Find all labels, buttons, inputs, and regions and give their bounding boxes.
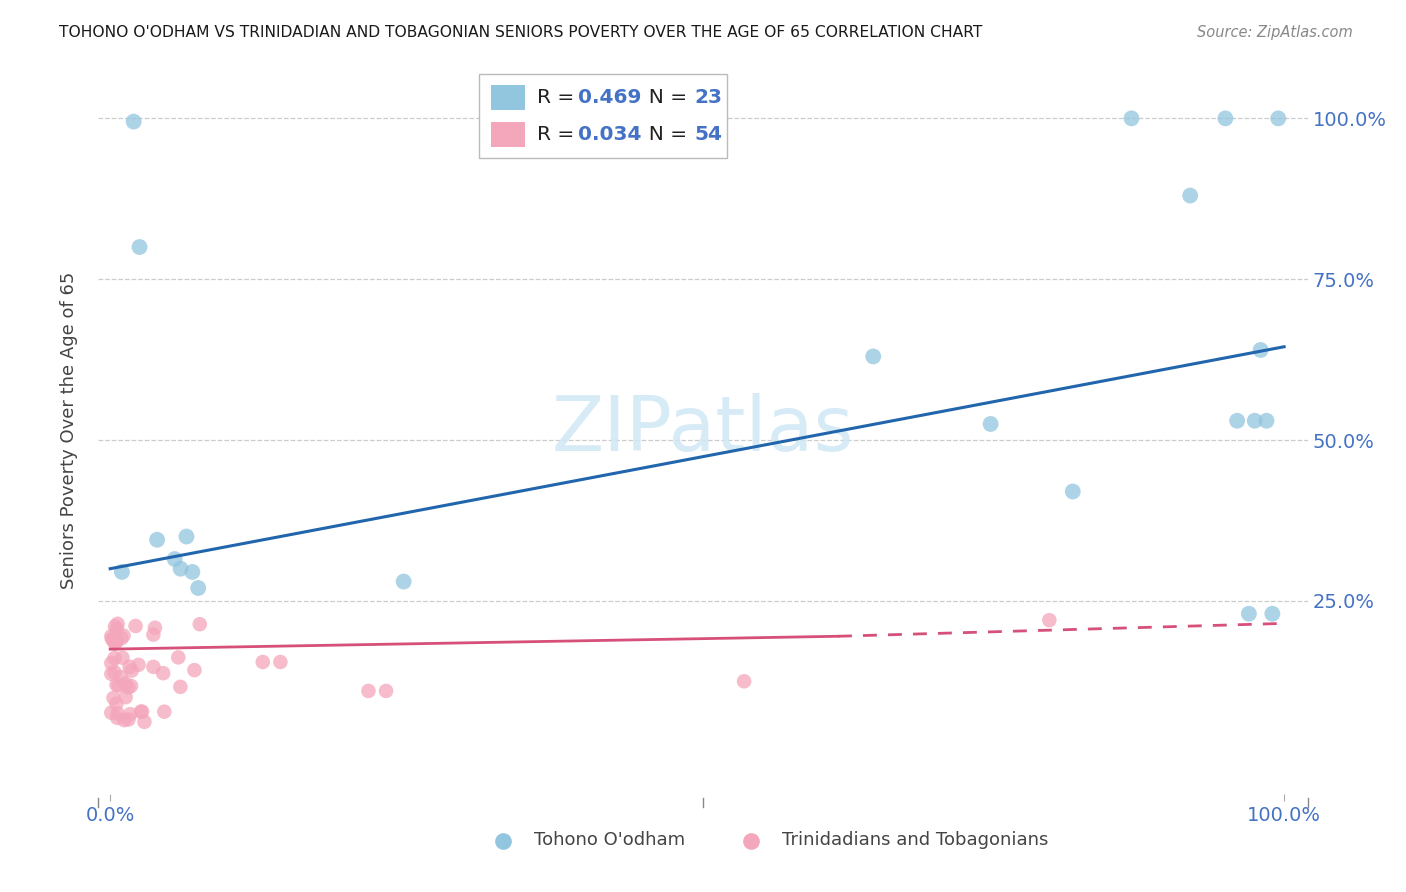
Point bbox=[104, 632, 127, 647]
Point bbox=[122, 114, 145, 128]
Point bbox=[1267, 112, 1289, 126]
Point bbox=[1038, 613, 1060, 627]
Point bbox=[357, 684, 380, 698]
Point bbox=[134, 714, 156, 729]
Text: ZIPatlas: ZIPatlas bbox=[551, 393, 855, 467]
Point bbox=[103, 634, 125, 648]
Point bbox=[1250, 343, 1272, 357]
Point bbox=[105, 634, 128, 648]
Point bbox=[252, 655, 274, 669]
Point bbox=[100, 706, 122, 720]
Point bbox=[103, 651, 125, 665]
FancyBboxPatch shape bbox=[492, 122, 526, 147]
Text: 0.034: 0.034 bbox=[578, 125, 643, 144]
Point bbox=[103, 665, 125, 680]
Text: R =: R = bbox=[537, 125, 581, 144]
Text: N =: N = bbox=[637, 125, 695, 144]
Point bbox=[105, 678, 128, 692]
Point bbox=[269, 655, 291, 669]
Point bbox=[1180, 188, 1202, 202]
Y-axis label: Seniors Poverty Over the Age of 65: Seniors Poverty Over the Age of 65 bbox=[59, 272, 77, 589]
Point bbox=[100, 666, 122, 681]
FancyBboxPatch shape bbox=[492, 85, 526, 110]
Point bbox=[375, 684, 398, 698]
Point bbox=[103, 690, 125, 705]
Point bbox=[862, 350, 884, 364]
Point bbox=[1243, 414, 1265, 428]
Text: 0.469: 0.469 bbox=[578, 88, 641, 107]
Text: Trinidadians and Tobagonians: Trinidadians and Tobagonians bbox=[782, 830, 1047, 848]
Point bbox=[120, 679, 142, 693]
Text: Source: ZipAtlas.com: Source: ZipAtlas.com bbox=[1197, 25, 1353, 40]
Point bbox=[101, 632, 124, 646]
Point bbox=[107, 616, 129, 631]
Point bbox=[118, 660, 141, 674]
Point bbox=[1256, 414, 1278, 428]
Point bbox=[124, 619, 146, 633]
Point bbox=[167, 650, 190, 665]
Point bbox=[105, 622, 128, 636]
Point bbox=[128, 657, 150, 672]
Point bbox=[142, 627, 165, 641]
Point bbox=[104, 619, 127, 633]
Point bbox=[105, 697, 128, 711]
FancyBboxPatch shape bbox=[479, 74, 727, 158]
Point bbox=[733, 674, 755, 689]
Point bbox=[188, 617, 211, 632]
Point bbox=[105, 711, 128, 725]
Point bbox=[131, 705, 153, 719]
Point bbox=[183, 663, 205, 677]
Point bbox=[114, 690, 136, 705]
Point bbox=[146, 533, 169, 547]
Point bbox=[152, 666, 174, 681]
Point bbox=[121, 664, 143, 678]
Point bbox=[142, 660, 165, 674]
Text: 54: 54 bbox=[695, 125, 723, 144]
Point bbox=[111, 565, 134, 579]
Point bbox=[100, 656, 122, 670]
Text: Tohono O'odham: Tohono O'odham bbox=[534, 830, 685, 848]
Point bbox=[153, 705, 176, 719]
Point bbox=[392, 574, 415, 589]
Point bbox=[112, 629, 135, 643]
Text: R =: R = bbox=[537, 88, 581, 107]
Point bbox=[107, 706, 129, 721]
Point bbox=[1121, 112, 1143, 126]
Point bbox=[1062, 484, 1084, 499]
Text: TOHONO O'ODHAM VS TRINIDADIAN AND TOBAGONIAN SENIORS POVERTY OVER THE AGE OF 65 : TOHONO O'ODHAM VS TRINIDADIAN AND TOBAGO… bbox=[59, 25, 983, 40]
Point bbox=[112, 713, 135, 727]
Point bbox=[1261, 607, 1284, 621]
Text: 23: 23 bbox=[695, 88, 723, 107]
Point bbox=[111, 650, 134, 665]
Text: N =: N = bbox=[637, 88, 695, 107]
Point bbox=[169, 562, 191, 576]
Point bbox=[107, 678, 129, 692]
Point bbox=[163, 552, 186, 566]
Point bbox=[187, 581, 209, 595]
Point bbox=[103, 632, 125, 647]
Point bbox=[110, 631, 132, 645]
Point bbox=[110, 670, 132, 684]
Point bbox=[104, 637, 127, 651]
Point bbox=[1226, 414, 1249, 428]
Point bbox=[1215, 112, 1237, 126]
Point bbox=[143, 621, 166, 635]
Point bbox=[120, 707, 142, 722]
Point bbox=[128, 240, 150, 254]
Point bbox=[980, 417, 1002, 431]
Point bbox=[100, 629, 122, 643]
Point bbox=[114, 676, 136, 690]
Point bbox=[117, 681, 139, 695]
Point bbox=[176, 530, 198, 544]
Point bbox=[117, 713, 139, 727]
Point bbox=[1237, 607, 1260, 621]
Point bbox=[169, 680, 191, 694]
Point bbox=[129, 705, 152, 719]
Point bbox=[181, 565, 204, 579]
